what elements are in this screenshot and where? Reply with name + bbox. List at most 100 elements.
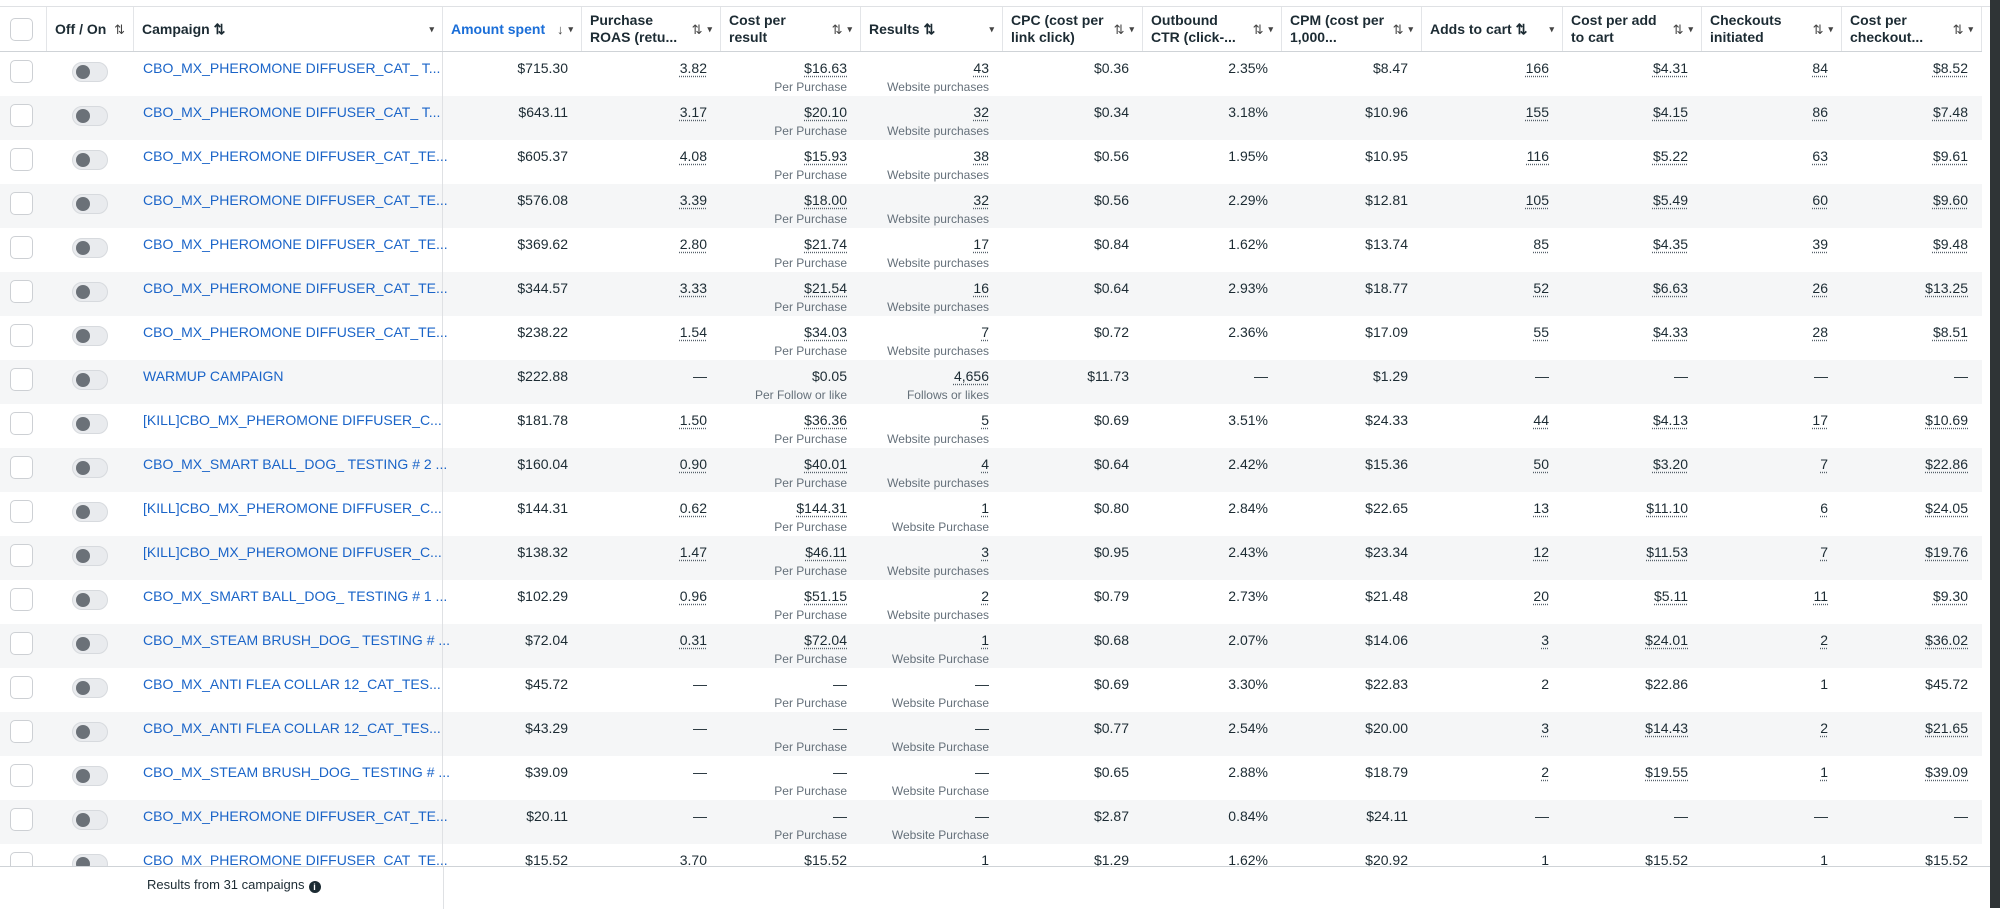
roas-value[interactable]: 2.80 (679, 236, 707, 252)
results-value[interactable]: 16 (973, 280, 989, 296)
row-checkbox[interactable] (10, 720, 33, 743)
column-header-cpco[interactable]: Cost per checkout... ⇅ ▾ (1842, 7, 1982, 51)
campaign-toggle[interactable] (72, 546, 108, 566)
atc-value[interactable]: 44 (1533, 412, 1549, 428)
results-value[interactable]: 38 (973, 148, 989, 164)
campaign-toggle[interactable] (72, 590, 108, 610)
column-header-cpr[interactable]: Cost per result ⇅ ▾ (721, 7, 861, 51)
row-checkbox[interactable] (10, 500, 33, 523)
column-header-cpm[interactable]: CPM (cost per 1,000... ⇅ ▾ (1282, 7, 1422, 51)
results-value[interactable]: 32 (973, 104, 989, 120)
atc-value[interactable]: 2 (1541, 764, 1549, 780)
cpatc-value[interactable]: $4.31 (1652, 60, 1688, 76)
campaign-toggle[interactable] (72, 238, 108, 258)
cpatc-value[interactable]: $5.49 (1652, 192, 1688, 208)
cpatc-value[interactable]: $11.10 (1646, 500, 1688, 516)
cpco-value[interactable]: $7.48 (1932, 104, 1968, 120)
campaign-toggle[interactable] (72, 766, 108, 786)
roas-value[interactable]: 1.54 (679, 324, 707, 340)
cpatc-value[interactable]: $6.63 (1652, 280, 1688, 296)
campaign-name-link[interactable]: CBO_MX_STEAM BRUSH_DOG_ TESTING # ... (143, 764, 451, 780)
campaign-toggle[interactable] (72, 634, 108, 654)
roas-value[interactable]: 3.17 (679, 104, 707, 120)
column-header-checkouts[interactable]: Checkouts initiated ⇅ ▾ (1702, 7, 1842, 51)
chevron-down-icon[interactable]: ▾ (1549, 23, 1554, 34)
campaign-toggle[interactable] (72, 502, 108, 522)
results-value[interactable]: 32 (973, 192, 989, 208)
results-value[interactable]: 1 (981, 632, 989, 648)
sort-icon[interactable]: ⇅ (1252, 21, 1264, 37)
checkouts-value[interactable]: 2 (1820, 720, 1828, 736)
campaign-name-link[interactable]: CBO_MX_ANTI FLEA COLLAR 12_CAT_TES... (143, 676, 441, 692)
cpr-value[interactable]: $18.00 (804, 192, 847, 208)
cpr-value[interactable]: $20.10 (804, 104, 847, 120)
cpco-value[interactable]: $39.09 (1925, 764, 1968, 780)
results-value[interactable]: 5 (981, 412, 989, 428)
campaign-toggle[interactable] (72, 106, 108, 126)
sort-icon[interactable]: ⇅ (1392, 21, 1404, 37)
column-header-cpatc[interactable]: Cost per add to cart ⇅ ▾ (1563, 7, 1702, 51)
atc-value[interactable]: 3 (1541, 720, 1549, 736)
info-icon[interactable]: i (308, 881, 321, 893)
checkouts-value[interactable]: 84 (1812, 60, 1828, 76)
sort-icon[interactable]: ↓ (556, 21, 564, 37)
row-checkbox[interactable] (10, 368, 33, 391)
sort-icon[interactable]: ⇅ (114, 21, 125, 37)
atc-value[interactable]: 166 (1525, 60, 1549, 76)
roas-value[interactable]: 3.70 (679, 852, 707, 866)
campaign-name-link[interactable]: CBO_MX_PHEROMONE DIFFUSER_CAT_TE... (143, 324, 448, 340)
column-header-atc[interactable]: Adds to cart ⇅ ▾ (1422, 7, 1563, 51)
row-checkbox[interactable] (10, 544, 33, 567)
campaign-toggle[interactable] (72, 722, 108, 742)
roas-value[interactable]: 3.33 (679, 280, 707, 296)
sort-icon[interactable]: ⇅ (1952, 21, 1964, 37)
cpatc-value[interactable]: $5.11 (1654, 588, 1688, 604)
campaign-toggle[interactable] (72, 194, 108, 214)
chevron-down-icon[interactable]: ▾ (989, 23, 994, 34)
campaign-toggle[interactable] (72, 62, 108, 82)
campaign-name-link[interactable]: CBO_MX_ANTI FLEA COLLAR 12_CAT_TES... (143, 720, 441, 736)
column-header-amount[interactable]: Amount spent ↓ ▾ (443, 7, 582, 51)
checkouts-value[interactable]: 86 (1812, 104, 1828, 120)
row-checkbox[interactable] (10, 808, 33, 831)
atc-value[interactable]: 50 (1533, 456, 1549, 472)
checkouts-value[interactable]: 6 (1820, 500, 1828, 516)
chevron-down-icon[interactable]: ▾ (847, 23, 852, 34)
campaign-toggle[interactable] (72, 370, 108, 390)
chevron-down-icon[interactable]: ▾ (1828, 23, 1833, 34)
column-header-results[interactable]: Results ⇅ ▾ (861, 7, 1003, 51)
campaign-toggle[interactable] (72, 458, 108, 478)
cpr-value[interactable]: $21.74 (804, 236, 847, 252)
campaign-toggle[interactable] (72, 326, 108, 346)
row-checkbox[interactable] (10, 764, 33, 787)
checkouts-value[interactable]: 2 (1820, 632, 1828, 648)
results-value[interactable]: 2 (981, 588, 989, 604)
campaign-name-link[interactable]: CBO_MX_PHEROMONE DIFFUSER_CAT_TE... (143, 148, 448, 164)
campaign-toggle[interactable] (72, 414, 108, 434)
row-checkbox[interactable] (10, 456, 33, 479)
cpatc-value[interactable]: $3.20 (1652, 456, 1688, 472)
cpatc-value[interactable]: $24.01 (1645, 632, 1688, 648)
sort-icon[interactable]: ⇅ (831, 21, 843, 37)
sort-icon[interactable]: ⇅ (691, 21, 703, 37)
roas-value[interactable]: 0.62 (679, 500, 707, 516)
cpco-value[interactable]: $9.30 (1932, 588, 1968, 604)
select-all-checkbox[interactable] (10, 18, 33, 41)
results-value[interactable]: 43 (973, 60, 989, 76)
cpr-value[interactable]: $51.15 (804, 588, 847, 604)
cpatc-value[interactable]: $15.52 (1645, 852, 1688, 866)
column-header-toggle[interactable]: Off / On ⇅ (47, 7, 134, 51)
row-checkbox[interactable] (10, 588, 33, 611)
checkouts-value[interactable]: 1 (1820, 764, 1828, 780)
row-checkbox[interactable] (10, 192, 33, 215)
campaign-name-link[interactable]: CBO_MX_STEAM BRUSH_DOG_ TESTING # ... (143, 632, 451, 648)
cpco-value[interactable]: $15.52 (1925, 852, 1968, 866)
cpatc-value[interactable]: $4.15 (1652, 104, 1688, 120)
checkouts-value[interactable]: 17 (1812, 412, 1828, 428)
row-checkbox[interactable] (10, 236, 33, 259)
atc-value[interactable]: 116 (1526, 148, 1549, 164)
results-value[interactable]: 7 (981, 324, 989, 340)
campaign-toggle[interactable] (72, 854, 108, 866)
atc-value[interactable]: 12 (1533, 544, 1549, 560)
campaign-name-link[interactable]: WARMUP CAMPAIGN (143, 368, 284, 384)
